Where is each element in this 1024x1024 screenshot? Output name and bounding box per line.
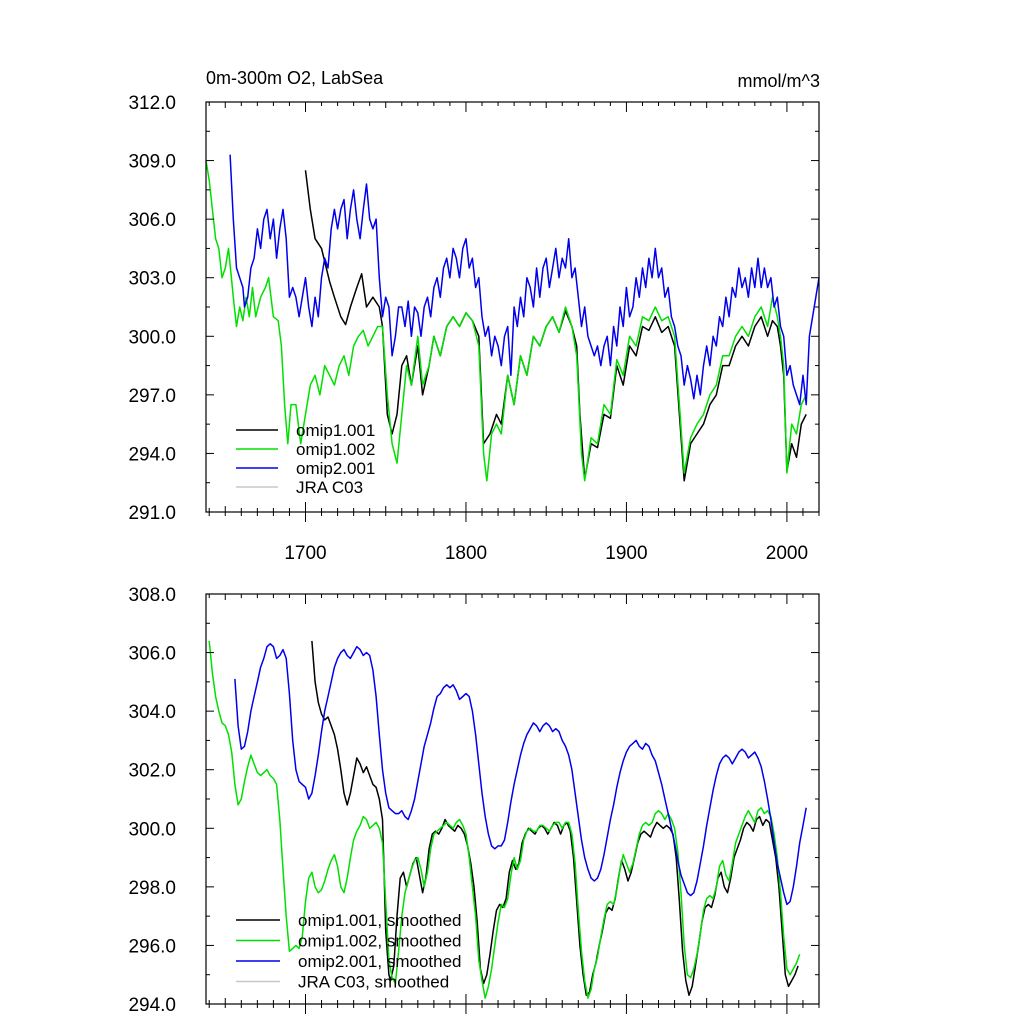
series-line-1	[208, 640, 801, 999]
y-tick-label: 303.0	[128, 269, 176, 290]
y-tick-label: 309.0	[128, 152, 176, 173]
legend-label: JRA C03	[296, 478, 363, 497]
legend-label: omip1.002	[296, 440, 375, 459]
bottom-panel-series	[208, 640, 807, 999]
y-tick-label: 312.0	[128, 93, 176, 114]
top-panel-units: mmol/m^3	[738, 71, 820, 91]
legend-label: omip1.001, smoothed	[298, 911, 462, 930]
legend-label: omip2.001, smoothed	[298, 952, 462, 971]
x-tick-label: 1900	[605, 543, 647, 564]
bottom-panel-axes: 294.0 296.0 298.0 300.0 302.0 304.0 306.0 308.0	[128, 585, 820, 1016]
legend-label: omip1.001	[296, 421, 375, 440]
y-tick-label: 306.0	[128, 644, 176, 665]
y-tick-label: 306.0	[128, 210, 176, 231]
y-tick-label: 291.0	[128, 503, 176, 524]
top-panel-series	[205, 154, 820, 482]
legend-label: JRA C03, smoothed	[298, 973, 449, 992]
bottom-panel-legend: omip1.001, smoothed omip1.002, smoothedom…	[236, 911, 462, 992]
x-tick-label: 1800	[445, 543, 487, 564]
y-tick-label: 298.0	[128, 878, 176, 899]
x-tick-label: 2000	[766, 543, 808, 564]
top-panel: 0m-300m O2, LabSea mmol/m^3 291.0294.029…	[128, 68, 820, 564]
x-tick-label: 1700	[284, 543, 326, 564]
y-tick-label: 294.0	[128, 995, 176, 1016]
bottom-panel: 294.0 296.0 298.0 300.0 302.0 304.0 306.0 308.0…	[128, 585, 820, 1016]
y-tick-label: 300.0	[128, 327, 176, 348]
y-tick-label: 296.0	[128, 936, 176, 957]
top-panel-title: 0m-300m O2, LabSea	[206, 68, 384, 88]
y-tick-label: 302.0	[128, 761, 176, 782]
y-tick-label: 308.0	[128, 585, 176, 606]
y-tick-label: 297.0	[128, 386, 176, 407]
legend-label: omip2.001	[296, 459, 375, 478]
series-line-2	[234, 643, 807, 906]
y-tick-label: 304.0	[128, 702, 176, 723]
y-tick-label: 300.0	[128, 819, 176, 840]
series-line-1	[205, 160, 807, 482]
y-tick-label: 294.0	[128, 444, 176, 465]
series-line-2	[229, 154, 820, 406]
top-panel-axes: 291.0 294.0 297.0 300.0 303.0 306.0 309.0 312.0…	[128, 93, 820, 564]
legend-label: omip1.002, smoothed	[298, 932, 462, 951]
